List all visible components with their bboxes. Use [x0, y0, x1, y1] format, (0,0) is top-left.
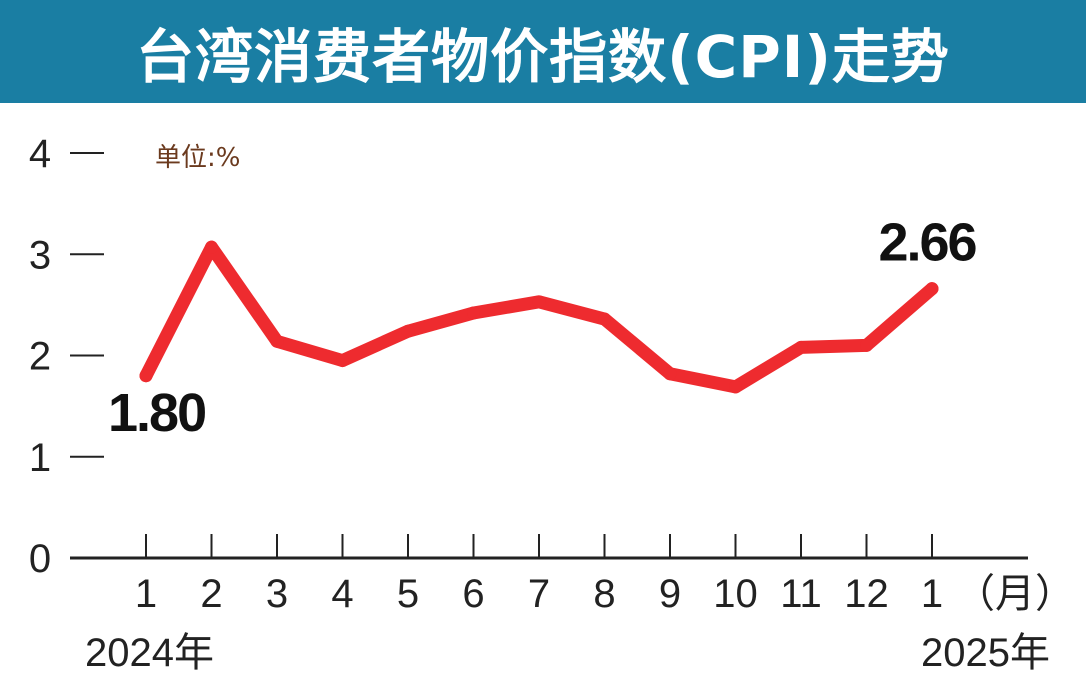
data-label: 2.66	[878, 213, 976, 273]
x-tick-label: 2	[200, 572, 222, 616]
y-ticks: 0 1 2 3 4	[29, 132, 104, 581]
x-tick-label: 10	[713, 572, 758, 616]
unit-label: 单位:%	[155, 143, 240, 173]
data-point	[860, 338, 873, 352]
y-tick-label: 2	[29, 335, 51, 379]
x-axis-suffix-label: （月）	[955, 572, 1075, 616]
x-tick-label: 3	[266, 572, 288, 616]
y-tick-label: 0	[29, 537, 51, 581]
chart-title: 台湾消费者物价指数(CPI)走势	[136, 22, 950, 91]
data-point	[401, 324, 415, 338]
x-tick-label: 5	[397, 572, 419, 616]
data-point	[532, 295, 546, 309]
data-point	[794, 340, 808, 354]
data-point	[467, 306, 480, 320]
data-point	[729, 380, 742, 394]
data-point	[598, 312, 611, 326]
x-tick-label: 9	[659, 572, 681, 616]
data-labels: 1.80 2.66	[105, 210, 982, 446]
series-line	[139, 240, 939, 394]
x-tick-label: 7	[528, 572, 550, 616]
x-tick-label: 6	[462, 572, 484, 616]
year-label-2025: 2025年	[921, 631, 1050, 675]
data-label: 1.80	[108, 383, 205, 443]
data-point	[205, 240, 218, 254]
x-tick-label: 1	[921, 572, 943, 616]
x-tick-label: 1	[135, 572, 157, 616]
data-point	[139, 369, 153, 383]
x-tick-label: 11	[780, 572, 822, 616]
x-tick-label: 8	[593, 572, 615, 616]
x-ticks: 1 2 3 4 5 6 7 8 9 10 11 12 1	[135, 534, 943, 616]
data-point	[925, 282, 939, 296]
data-point	[336, 354, 349, 368]
data-point	[270, 334, 284, 348]
year-label-2024: 2024年	[85, 631, 214, 675]
y-tick-label: 4	[29, 132, 51, 176]
data-point	[663, 367, 677, 381]
y-tick-label: 1	[29, 436, 51, 480]
x-tick-label: 12	[844, 572, 889, 616]
title-bar: 台湾消费者物价指数(CPI)走势	[0, 0, 1086, 103]
x-tick-label: 4	[331, 572, 353, 616]
series	[139, 240, 939, 394]
y-tick-label: 3	[29, 233, 51, 277]
